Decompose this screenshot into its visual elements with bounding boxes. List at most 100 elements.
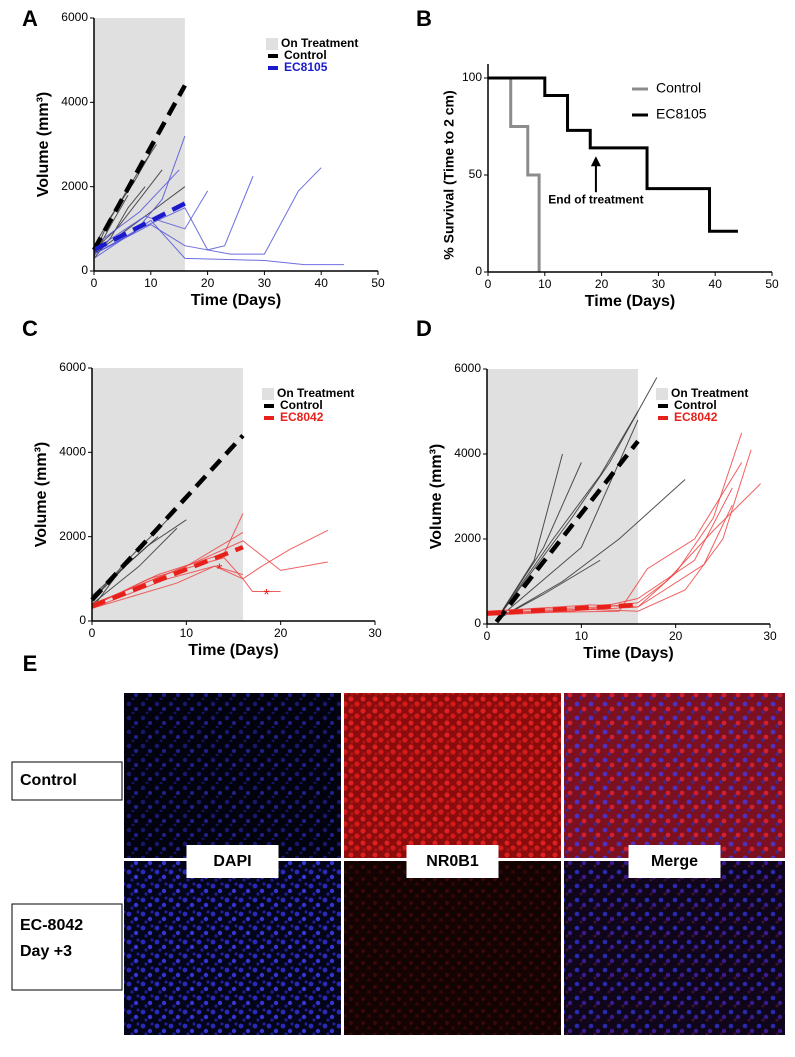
panel-label: E (23, 651, 38, 676)
legend-label: Control (674, 398, 717, 412)
y-tick-label: 4000 (61, 95, 88, 109)
plot-lines (92, 84, 344, 266)
row-label-box (11, 903, 123, 991)
survival-curve (488, 76, 738, 233)
annotation-arrowhead (590, 156, 601, 167)
tumor-trace (93, 167, 322, 255)
tumor-trace (496, 462, 582, 621)
column-label: DAPI (213, 853, 251, 870)
mean-line (494, 439, 640, 624)
tumor-trace (93, 190, 209, 251)
y-tick-label: 4000 (454, 446, 481, 460)
treatment-span (487, 369, 638, 624)
column-label: NR0B1 (426, 853, 479, 870)
y-tick-label: 2000 (454, 531, 481, 545)
panel-label: A (22, 6, 38, 31)
row-label: EC-8042 (20, 917, 83, 934)
mean-line (486, 602, 639, 616)
tumor-trace (496, 411, 639, 621)
x-tick-label: 30 (368, 626, 382, 640)
x-tick-label: 10 (180, 626, 194, 640)
y-tick-label: 2000 (59, 529, 86, 543)
legend-label: EC8105 (284, 60, 328, 74)
x-axis-label: Time (Days) (585, 293, 675, 310)
tumor-trace (91, 527, 178, 605)
tumor-trace (91, 565, 244, 609)
mean-line (92, 84, 187, 252)
y-tick-label: 0 (81, 263, 88, 277)
plot-lines (486, 377, 761, 624)
x-tick-label: 0 (485, 277, 492, 291)
y-axis-label: Volume (mm³) (428, 444, 445, 549)
x-tick-label: 50 (371, 276, 385, 290)
legend-label: On Treatment (281, 36, 358, 50)
legend-label: EC8042 (280, 410, 324, 424)
column-label: Merge (651, 853, 698, 870)
micrograph (344, 861, 561, 1035)
legend-label: On Treatment (277, 386, 354, 400)
y-tick-label: 4000 (59, 445, 86, 459)
mean-line (92, 201, 186, 252)
tumor-trace (93, 169, 180, 247)
x-tick-label: 0 (91, 276, 98, 290)
micrograph (564, 693, 785, 858)
x-tick-label: 50 (765, 277, 779, 291)
y-tick-label: 0 (79, 613, 86, 627)
tumor-trace (93, 152, 152, 255)
x-tick-label: 20 (274, 626, 288, 640)
y-axis-label: % Survival (Time to 2 cm) (441, 90, 457, 259)
tumor-trace (486, 504, 733, 612)
x-axis-label: Time (Days) (191, 292, 281, 309)
mean-line (90, 433, 245, 602)
tumor-trace (93, 186, 186, 255)
annotation: End of treatment (548, 192, 643, 206)
y-tick-label: 0 (474, 616, 481, 630)
x-axis-label: Time (Days) (188, 642, 278, 659)
annotation: * (263, 587, 269, 604)
plot-lines (90, 433, 329, 609)
x-tick-label: 40 (315, 276, 329, 290)
row-label-box (11, 761, 123, 801)
tumor-trace (496, 479, 686, 621)
treatment-span (92, 368, 243, 621)
column-label-box (406, 845, 499, 878)
column-label-box (186, 845, 279, 878)
x-tick-label: 30 (258, 276, 272, 290)
legend-label: EC8042 (674, 410, 718, 424)
legend-label: On Treatment (671, 386, 748, 400)
annotation: * (216, 562, 222, 579)
legend-swatch (656, 388, 668, 400)
y-tick-label: 2000 (61, 179, 88, 193)
legend-label: Control (284, 48, 327, 62)
x-tick-label: 30 (763, 629, 777, 643)
panel-label: C (22, 316, 38, 341)
micrograph (564, 861, 785, 1035)
micrograph (124, 861, 341, 1035)
x-tick-label: 0 (89, 626, 96, 640)
tumor-trace (93, 169, 163, 251)
tumor-trace (496, 377, 658, 621)
y-tick-label: 6000 (59, 360, 86, 374)
legend-label: EC8105 (656, 106, 707, 122)
column-label-box (628, 845, 721, 878)
y-tick-label: 0 (475, 264, 482, 278)
legend-swatch (266, 38, 278, 50)
row-label: Control (20, 772, 77, 789)
tumor-trace (91, 532, 244, 605)
x-tick-label: 30 (652, 277, 666, 291)
treatment-span (94, 18, 185, 271)
tumor-trace (486, 432, 743, 614)
x-tick-label: 40 (709, 277, 723, 291)
panel-label: D (416, 316, 432, 341)
survival-curve (488, 76, 541, 272)
x-tick-label: 10 (575, 629, 589, 643)
y-axis-label: Volume (mm³) (33, 442, 50, 547)
plot-lines (488, 76, 738, 272)
x-tick-label: 0 (484, 629, 491, 643)
x-tick-label: 20 (595, 277, 609, 291)
micrograph (124, 693, 341, 858)
x-tick-label: 20 (201, 276, 215, 290)
mean-line (91, 545, 244, 609)
legend-label: Control (656, 80, 701, 96)
